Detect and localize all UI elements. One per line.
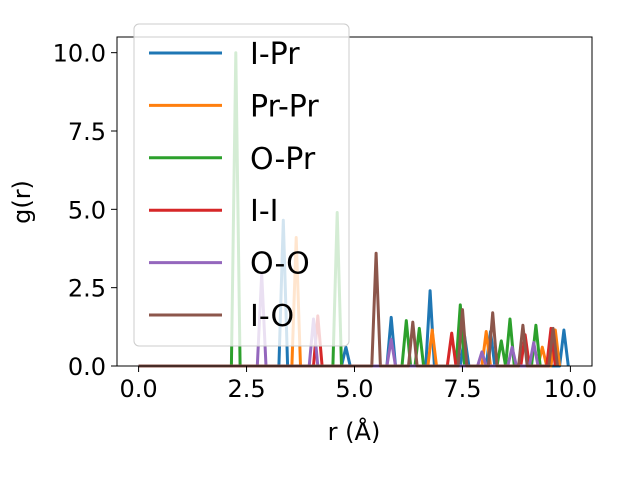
x-tick-label: 10.0 bbox=[544, 375, 597, 403]
legend-label: Pr-Pr bbox=[250, 89, 319, 124]
legend-label: O-Pr bbox=[250, 142, 316, 177]
y-tick-label: 10.0 bbox=[53, 40, 106, 68]
legend-label: I-Pr bbox=[250, 37, 300, 72]
y-tick-label: 7.5 bbox=[68, 118, 106, 146]
x-tick-label: 0.0 bbox=[120, 375, 158, 403]
y-axis-ticks: 0.0 2.5 5.0 7.5 10.0 bbox=[53, 40, 117, 381]
x-tick-label: 7.5 bbox=[443, 375, 481, 403]
legend-label: O-O bbox=[250, 247, 310, 282]
y-axis-label: g(r) bbox=[8, 180, 36, 224]
x-tick-label: 5.0 bbox=[335, 375, 373, 403]
x-tick-label: 2.5 bbox=[227, 375, 265, 403]
legend-label: I-O bbox=[250, 299, 294, 334]
y-tick-label: 5.0 bbox=[68, 196, 106, 224]
x-axis-label: r (Å) bbox=[328, 417, 381, 446]
legend-label: I-I bbox=[250, 194, 279, 229]
y-tick-label: 2.5 bbox=[68, 275, 106, 303]
legend: I-Pr Pr-Pr O-Pr I-I O-O I-O bbox=[133, 23, 350, 347]
y-tick-label: 0.0 bbox=[68, 353, 106, 381]
legend-box bbox=[133, 23, 350, 347]
x-axis-ticks: 0.0 2.5 5.0 7.5 10.0 bbox=[120, 366, 597, 403]
